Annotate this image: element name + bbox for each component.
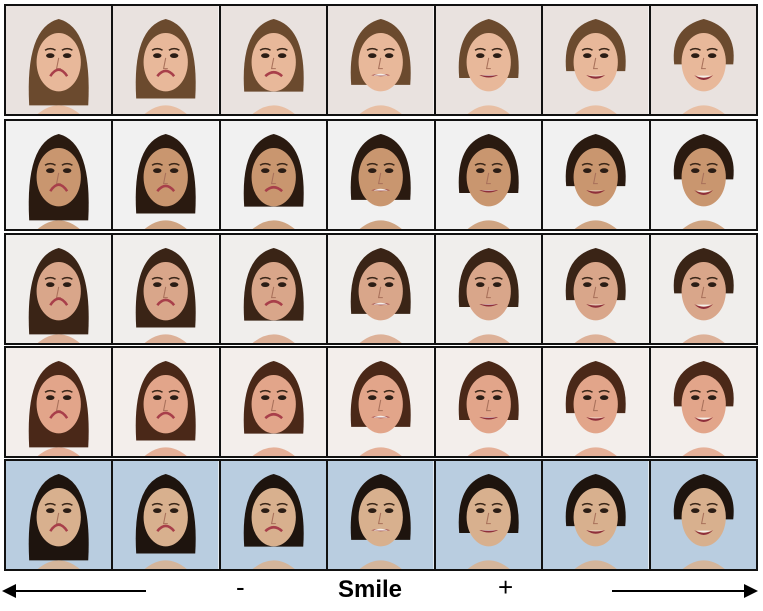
face-image xyxy=(435,235,544,343)
face-image xyxy=(328,348,436,456)
face-image xyxy=(220,348,329,456)
face-image xyxy=(543,235,651,343)
left-arrow xyxy=(2,584,146,598)
face-image xyxy=(435,6,544,114)
face-image xyxy=(543,121,651,229)
face-row xyxy=(4,233,758,345)
face-image xyxy=(650,121,756,229)
face-image xyxy=(650,348,756,456)
face-image xyxy=(113,121,221,229)
face-image xyxy=(6,348,114,456)
face-image xyxy=(6,121,114,229)
face-image xyxy=(543,461,651,569)
minus-label: - xyxy=(236,572,245,602)
face-image xyxy=(220,461,329,569)
face-image xyxy=(650,235,756,343)
face-image xyxy=(435,461,544,569)
face-image xyxy=(435,121,544,229)
face-image xyxy=(328,6,436,114)
face-image xyxy=(6,461,114,569)
face-image xyxy=(543,348,651,456)
face-image xyxy=(543,6,651,114)
axis-title: Smile xyxy=(338,576,403,603)
face-image xyxy=(328,235,436,343)
face-row xyxy=(4,4,758,116)
face-image xyxy=(220,6,329,114)
face-row xyxy=(4,459,758,571)
face-image xyxy=(650,6,756,114)
smile-axis: - Smile + xyxy=(0,570,763,611)
face-image xyxy=(6,235,114,343)
face-image xyxy=(435,348,544,456)
right-arrow xyxy=(612,584,758,598)
face-row xyxy=(4,346,758,458)
face-image xyxy=(6,6,114,114)
face-image xyxy=(650,461,756,569)
face-image xyxy=(220,121,329,229)
face-image xyxy=(220,235,329,343)
face-image xyxy=(328,121,436,229)
plus-label: + xyxy=(498,572,514,602)
face-image xyxy=(328,461,436,569)
face-row xyxy=(4,119,758,231)
face-image xyxy=(113,461,221,569)
face-image xyxy=(113,6,221,114)
face-image xyxy=(113,348,221,456)
face-image xyxy=(113,235,221,343)
